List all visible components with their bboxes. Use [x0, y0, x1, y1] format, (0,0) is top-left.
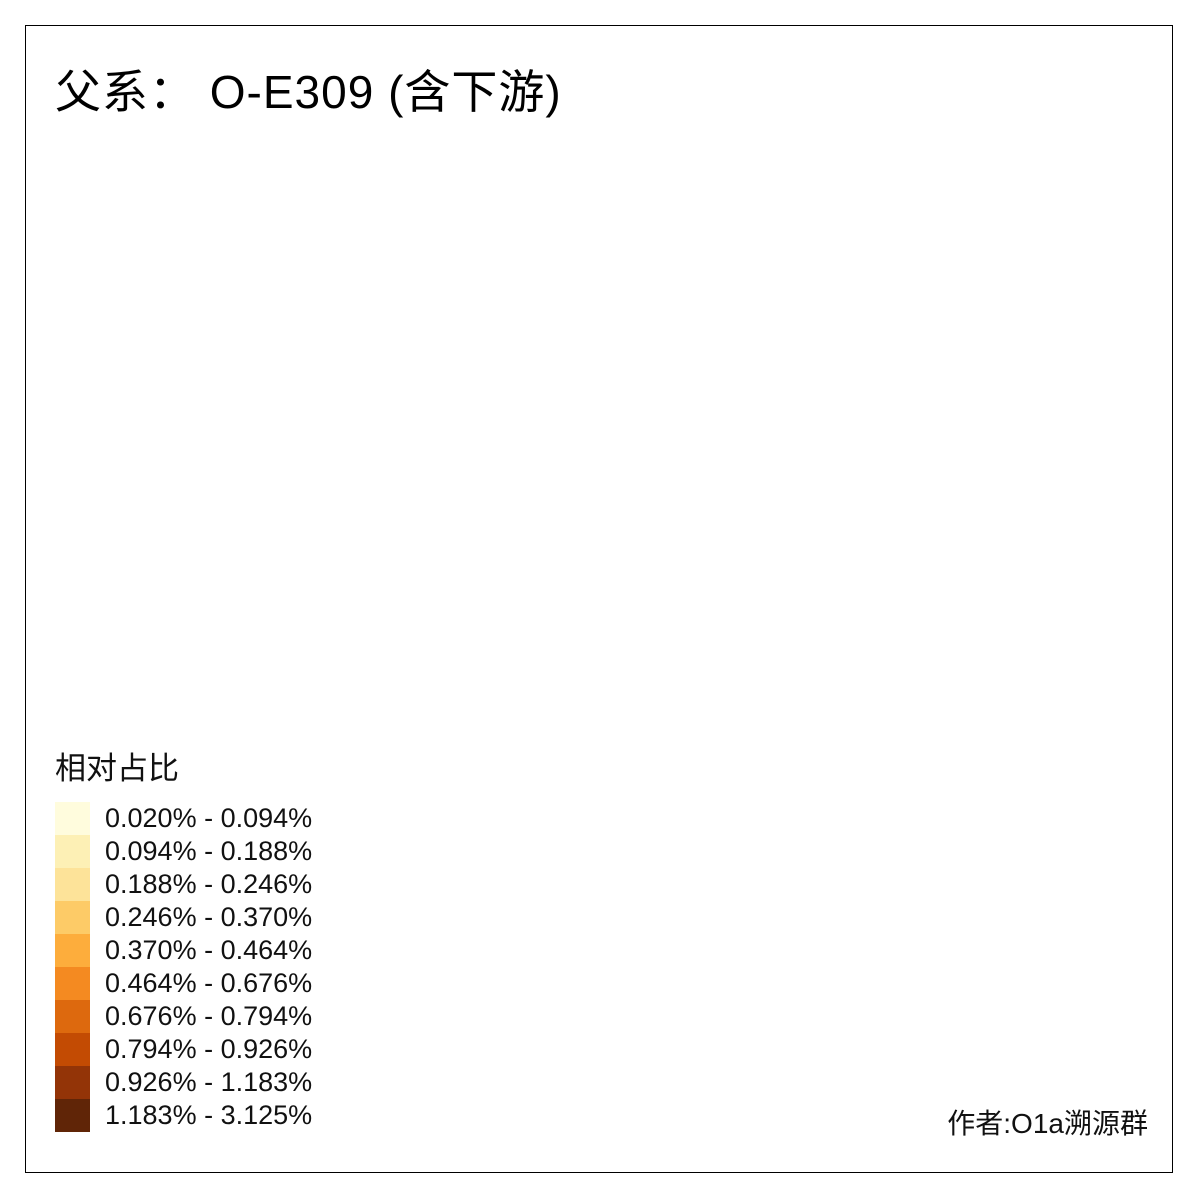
legend-item: 0.794% - 0.926% — [55, 1033, 312, 1066]
legend-item: 0.464% - 0.676% — [55, 967, 312, 1000]
legend-item: 0.188% - 0.246% — [55, 868, 312, 901]
legend-item: 0.926% - 1.183% — [55, 1066, 312, 1099]
legend-swatch — [55, 1033, 90, 1066]
legend-title: 相对占比 — [55, 751, 179, 786]
legend-swatch — [55, 1099, 90, 1132]
legend-swatch — [55, 868, 90, 901]
legend-label: 0.188% - 0.246% — [105, 869, 313, 899]
legend-label: 1.183% - 3.125% — [105, 1100, 313, 1130]
legend-label: 0.370% - 0.464% — [105, 935, 313, 965]
legend-item: 0.094% - 0.188% — [55, 835, 312, 868]
legend-swatch — [55, 1000, 90, 1033]
legend-item: 0.370% - 0.464% — [55, 934, 312, 967]
page-title: 父系： O-E309 (含下游) — [55, 66, 562, 118]
legend-item: 1.183% - 3.125% — [55, 1099, 312, 1132]
legend-swatch — [55, 967, 90, 1000]
legend-label: 0.676% - 0.794% — [105, 1001, 313, 1031]
attribution-text: 作者:O1a溯源群 — [947, 1108, 1148, 1139]
plot-frame — [25, 25, 1173, 1173]
legend-label: 0.094% - 0.188% — [105, 836, 313, 866]
legend-label: 0.794% - 0.926% — [105, 1034, 313, 1064]
legend-label: 0.464% - 0.676% — [105, 968, 313, 998]
legend-label: 0.246% - 0.370% — [105, 902, 313, 932]
legend-swatch — [55, 934, 90, 967]
legend-swatch — [55, 1066, 90, 1099]
legend-label: 0.020% - 0.094% — [105, 803, 313, 833]
legend-swatch — [55, 901, 90, 934]
legend-swatch — [55, 835, 90, 868]
legend-swatch — [55, 802, 90, 835]
legend-item: 0.246% - 0.370% — [55, 901, 312, 934]
legend-item: 0.020% - 0.094% — [55, 802, 312, 835]
legend-item: 0.676% - 0.794% — [55, 1000, 312, 1033]
legend-label: 0.926% - 1.183% — [105, 1067, 313, 1097]
legend: 相对占比 0.020% - 0.094% 0.094% - 0.188% 0.188… — [55, 743, 312, 1132]
legend-rows: 0.020% - 0.094% 0.094% - 0.188% 0.188% - 0… — [55, 802, 312, 1132]
